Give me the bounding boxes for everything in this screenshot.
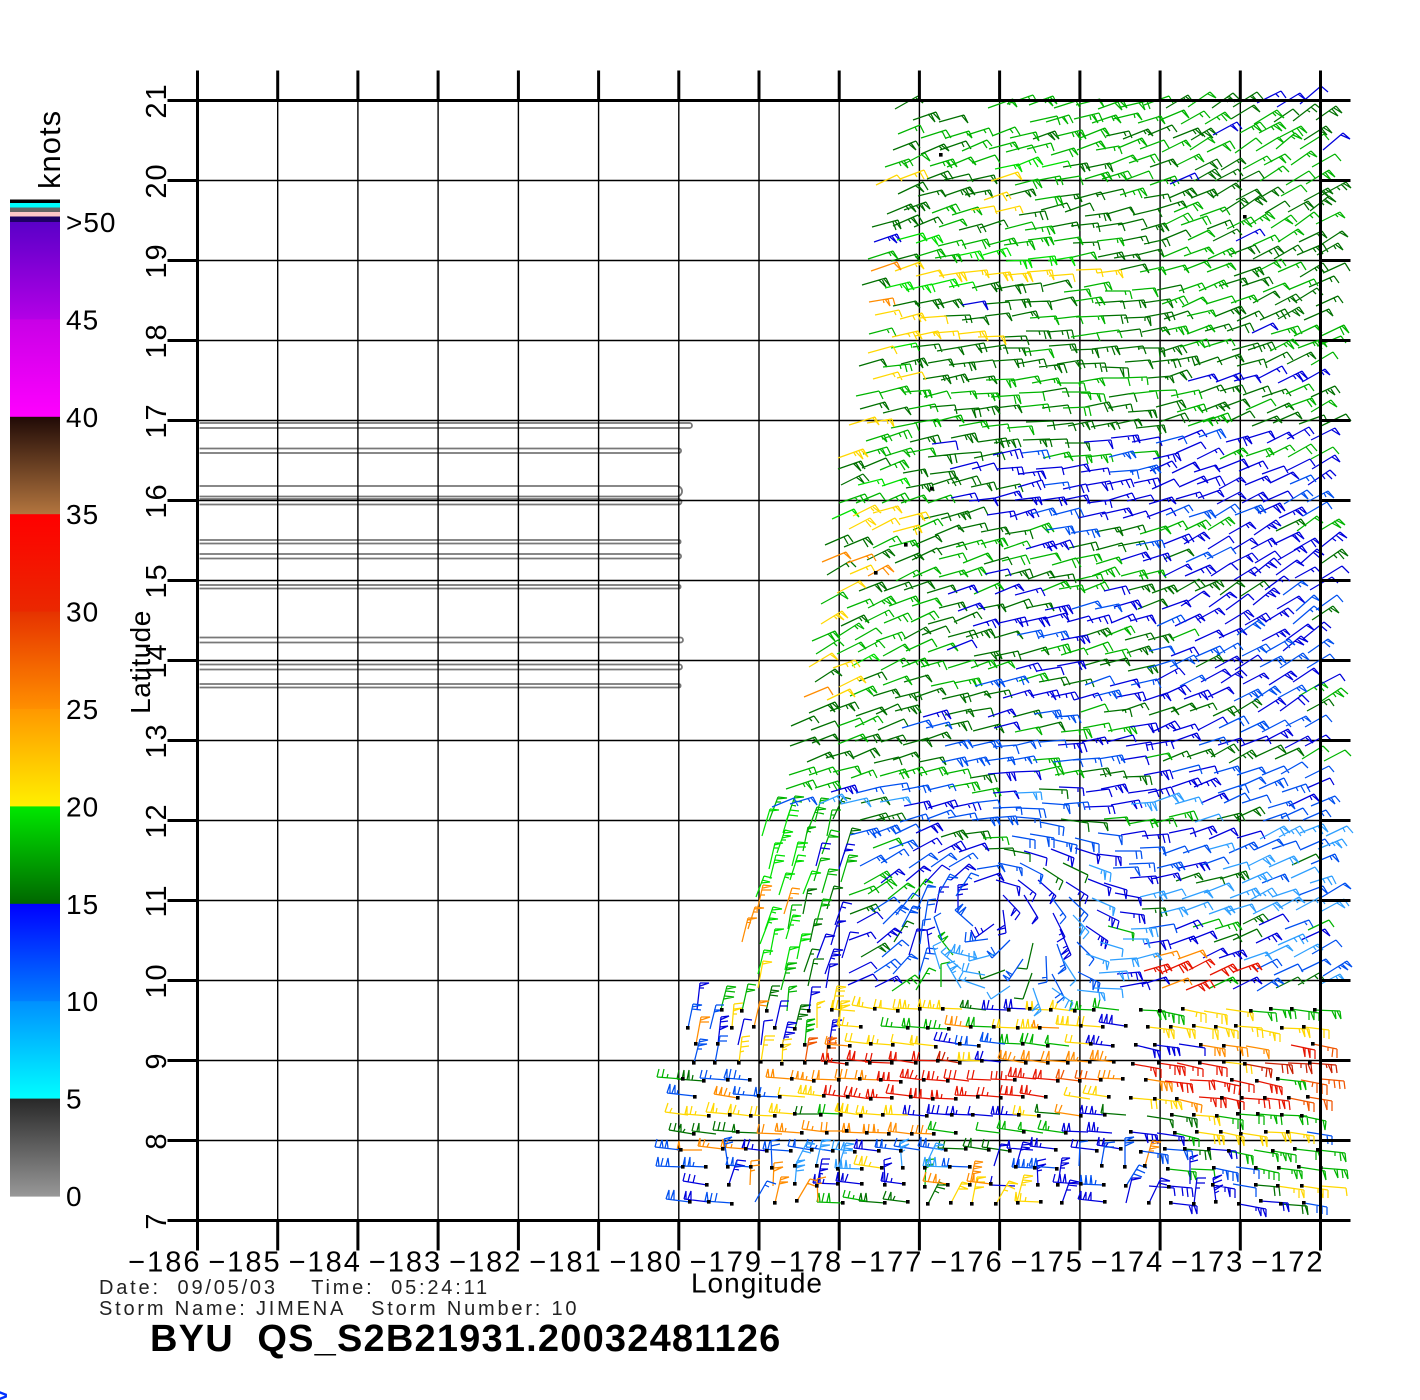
svg-text:20: 20 — [66, 791, 99, 822]
svg-text:10: 10 — [141, 962, 173, 998]
svg-text:−176: −176 — [930, 1247, 1003, 1279]
svg-text:5: 5 — [66, 1084, 83, 1115]
svg-text:45: 45 — [66, 304, 99, 335]
svg-text:10: 10 — [66, 986, 99, 1017]
svg-text:−182: −182 — [449, 1247, 522, 1279]
svg-text:13: 13 — [141, 722, 173, 758]
svg-text:Date: 09/05/03 Time: 05:2: Date: 09/05/03 Time: 05:24:11 — [99, 1277, 490, 1299]
svg-text:21: 21 — [141, 82, 173, 118]
svg-text:−175: −175 — [1011, 1247, 1084, 1279]
svg-text:40: 40 — [66, 402, 99, 433]
svg-text:−184: −184 — [289, 1247, 362, 1279]
svg-text:25: 25 — [66, 694, 99, 725]
svg-text:−181: −181 — [529, 1247, 602, 1279]
svg-text:knots: knots — [32, 110, 67, 189]
svg-text:−186: −186 — [128, 1247, 201, 1279]
svg-text:Latitude: Latitude — [125, 610, 156, 714]
svg-text:−179: −179 — [690, 1247, 763, 1279]
svg-text:−185: −185 — [208, 1247, 281, 1279]
svg-text:−180: −180 — [609, 1247, 682, 1279]
svg-text:−183: −183 — [369, 1247, 442, 1279]
svg-text:−173: −173 — [1171, 1247, 1244, 1279]
svg-text:−177: −177 — [850, 1247, 923, 1279]
svg-text:35: 35 — [66, 499, 99, 530]
svg-text:>: > — [0, 1383, 8, 1400]
svg-text:9: 9 — [141, 1051, 173, 1069]
svg-text:18: 18 — [141, 322, 173, 358]
svg-text:Storm Name: JIMENA Storm Num: Storm Name: JIMENA Storm Number: 10 — [99, 1298, 579, 1320]
svg-text:15: 15 — [66, 889, 99, 920]
svg-text:Longitude: Longitude — [691, 1268, 823, 1299]
svg-text:20: 20 — [141, 162, 173, 198]
svg-text:8: 8 — [141, 1131, 173, 1149]
svg-text:0: 0 — [66, 1181, 83, 1212]
svg-text:16: 16 — [141, 482, 173, 518]
svg-text:>50: >50 — [66, 207, 117, 238]
svg-text:−172: −172 — [1251, 1247, 1324, 1279]
svg-text:15: 15 — [141, 562, 173, 598]
svg-text:BYU QS_S2B21931.20032481126: BYU QS_S2B21931.20032481126 — [150, 1318, 782, 1360]
svg-text:7: 7 — [141, 1211, 173, 1229]
svg-text:12: 12 — [141, 802, 173, 838]
svg-text:17: 17 — [141, 402, 173, 438]
svg-text:14: 14 — [141, 642, 173, 678]
svg-text:11: 11 — [141, 883, 173, 917]
svg-text:30: 30 — [66, 597, 99, 628]
svg-text:−174: −174 — [1091, 1247, 1164, 1279]
svg-text:−178: −178 — [770, 1247, 843, 1279]
svg-text:19: 19 — [141, 242, 173, 278]
